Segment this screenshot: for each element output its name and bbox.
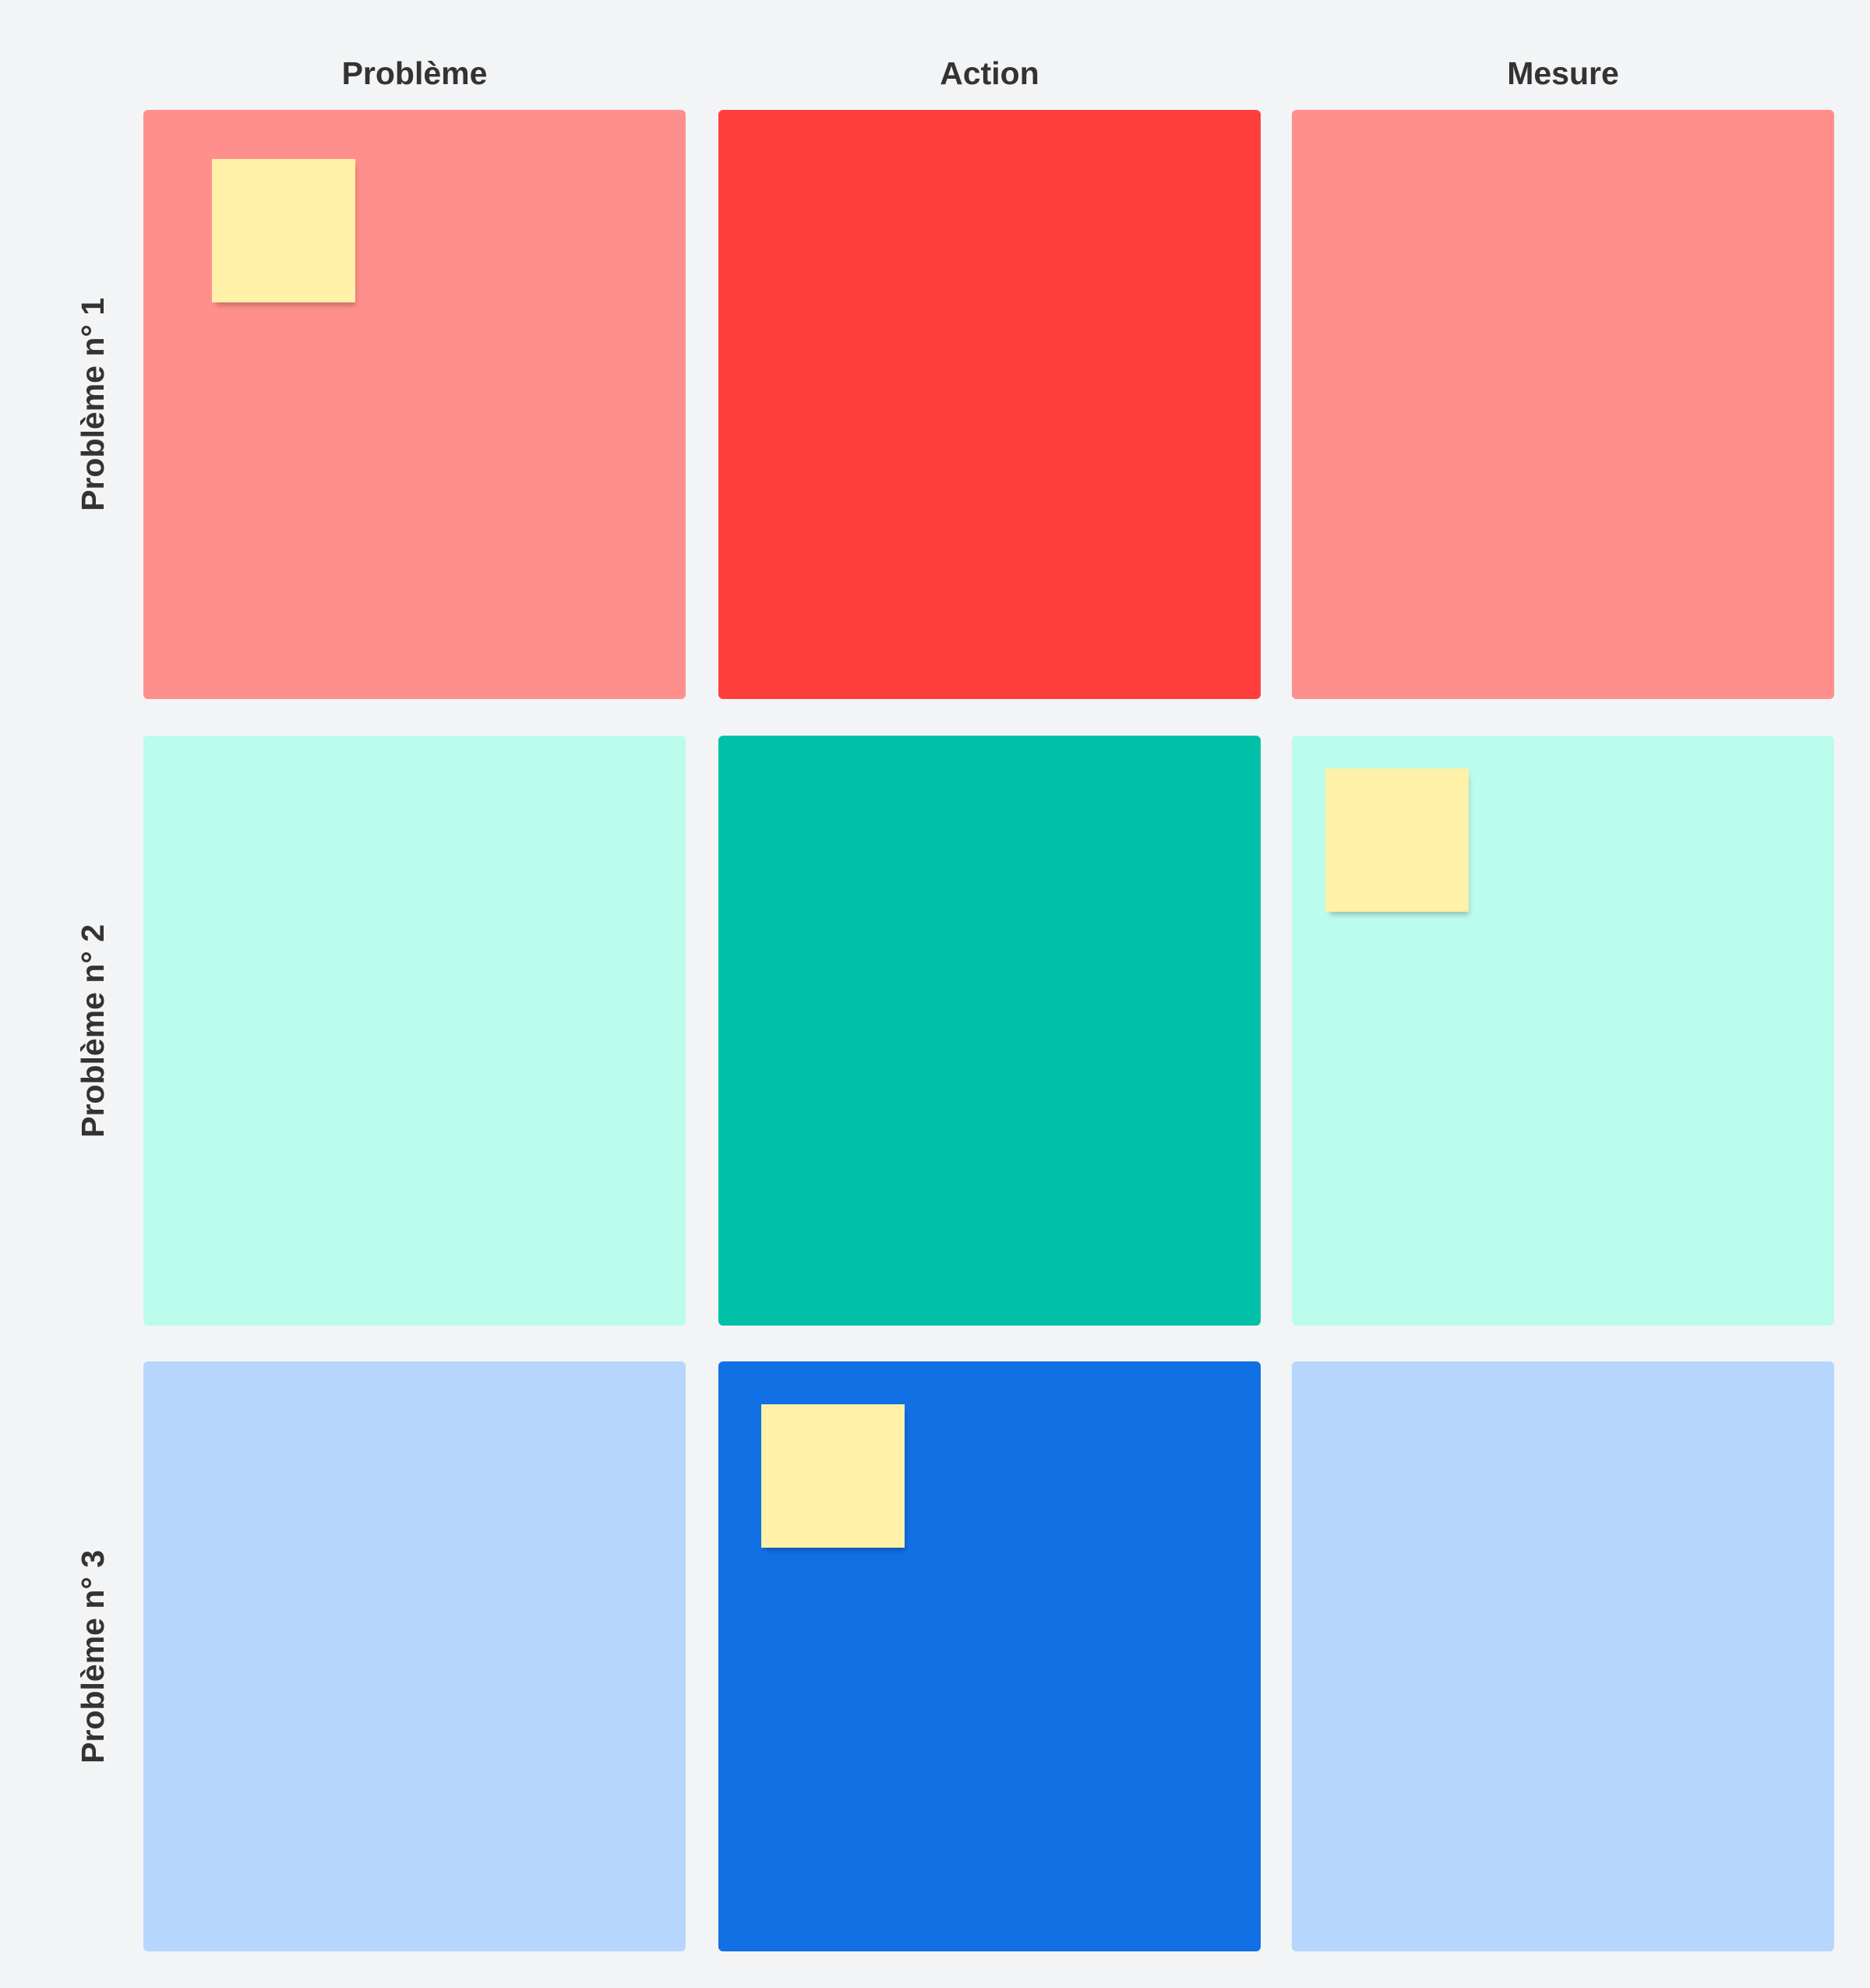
cell-probleme-1-probleme[interactable] bbox=[143, 110, 686, 699]
column-header-mesure: Mesure bbox=[1507, 55, 1619, 91]
row-header-label: Problème n° 2 bbox=[74, 923, 111, 1138]
row-header-probleme-2: Problème n° 2 bbox=[75, 736, 111, 1326]
sticky-note[interactable] bbox=[212, 159, 355, 302]
sticky-note[interactable] bbox=[761, 1404, 905, 1548]
cell-probleme-3-probleme[interactable] bbox=[143, 1361, 686, 1951]
cell-probleme-3-action[interactable] bbox=[718, 1361, 1261, 1951]
cell-probleme-1-mesure[interactable] bbox=[1292, 110, 1834, 699]
sticky-note[interactable] bbox=[1325, 768, 1469, 912]
column-header-action: Action bbox=[940, 55, 1039, 91]
row-header-probleme-3: Problème n° 3 bbox=[75, 1361, 111, 1951]
cell-probleme-2-probleme[interactable] bbox=[143, 736, 686, 1326]
cell-probleme-2-action[interactable] bbox=[718, 736, 1261, 1326]
cell-probleme-3-mesure[interactable] bbox=[1292, 1361, 1834, 1951]
row-header-label: Problème n° 3 bbox=[74, 1549, 111, 1764]
row-header-probleme-1: Problème n° 1 bbox=[75, 110, 111, 699]
cell-probleme-1-action[interactable] bbox=[718, 110, 1261, 699]
row-header-label: Problème n° 1 bbox=[74, 298, 111, 511]
column-header-probleme: Problème bbox=[341, 55, 488, 91]
cell-probleme-2-mesure[interactable] bbox=[1292, 736, 1834, 1326]
